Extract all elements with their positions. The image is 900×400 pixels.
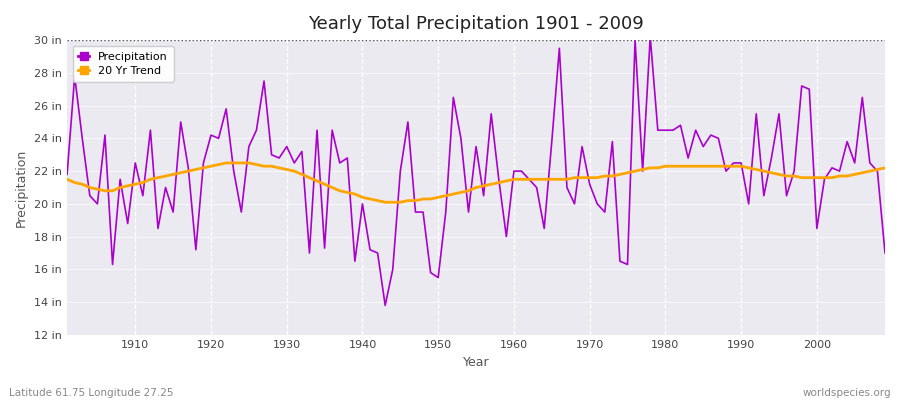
Title: Yearly Total Precipitation 1901 - 2009: Yearly Total Precipitation 1901 - 2009 (308, 15, 644, 33)
Text: worldspecies.org: worldspecies.org (803, 388, 891, 398)
X-axis label: Year: Year (463, 356, 490, 369)
Y-axis label: Precipitation: Precipitation (15, 148, 28, 227)
Text: Latitude 61.75 Longitude 27.25: Latitude 61.75 Longitude 27.25 (9, 388, 174, 398)
Legend: Precipitation, 20 Yr Trend: Precipitation, 20 Yr Trend (73, 46, 174, 82)
